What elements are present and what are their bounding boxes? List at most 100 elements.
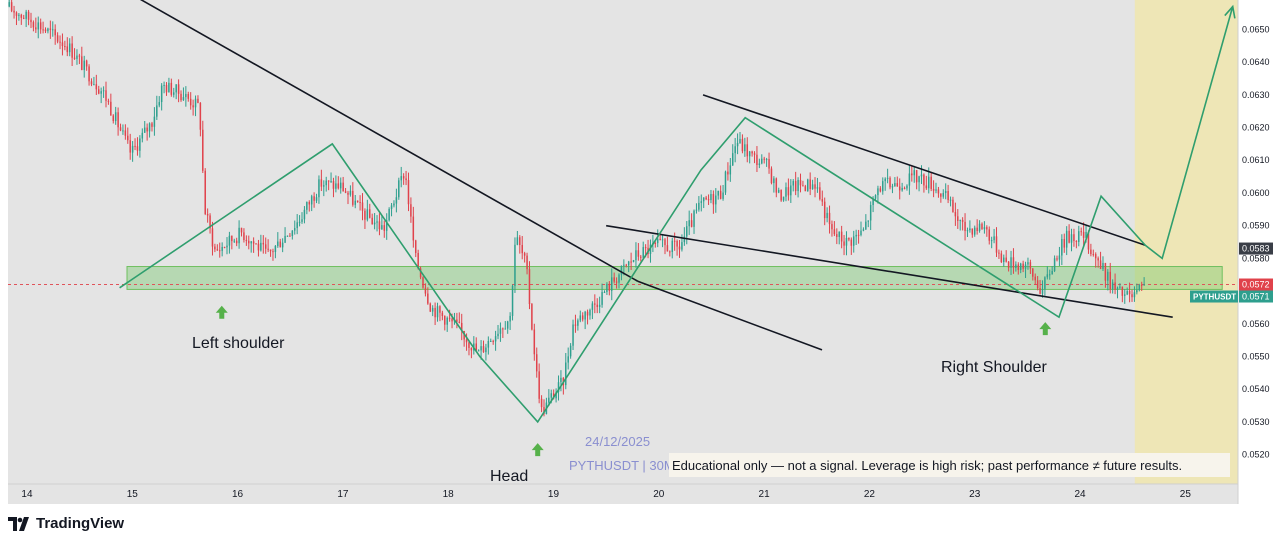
x-tick-label: 20 <box>653 489 665 500</box>
candle <box>66 37 69 57</box>
candle <box>388 207 390 222</box>
candle <box>635 242 637 268</box>
candle-body <box>543 407 545 414</box>
candle-body <box>506 321 509 329</box>
candle <box>49 20 52 39</box>
candle <box>373 212 376 230</box>
candle-body <box>531 304 533 330</box>
symbol-price-badge <box>1239 290 1273 303</box>
candle-body <box>354 200 356 205</box>
candle-body <box>1104 262 1107 281</box>
candle-body <box>693 210 695 227</box>
candle-body <box>1119 286 1121 288</box>
candle <box>124 124 127 140</box>
candle <box>683 227 686 246</box>
candle-body <box>843 241 845 246</box>
candle <box>342 176 344 192</box>
candle-body <box>635 250 637 261</box>
candle <box>642 241 644 259</box>
candle-body <box>828 212 831 225</box>
candle-body <box>855 234 857 237</box>
candle <box>301 212 303 224</box>
candle <box>915 169 918 190</box>
candle-body <box>971 228 974 235</box>
candle <box>565 352 567 390</box>
candle-body <box>49 28 52 30</box>
candle <box>383 220 386 238</box>
candle-body <box>821 199 824 202</box>
candle-body <box>255 243 257 245</box>
left-shoulder-label: Left shoulder <box>192 335 285 352</box>
candle <box>869 201 872 231</box>
candle-body <box>1099 260 1102 270</box>
candle <box>202 120 204 173</box>
candle <box>698 196 700 212</box>
candle <box>59 35 61 50</box>
candle-body <box>327 180 330 182</box>
candle <box>199 102 202 137</box>
candle <box>502 327 504 338</box>
candle-body <box>623 264 625 266</box>
candle <box>879 186 882 193</box>
candle <box>903 186 906 190</box>
price-axis-background <box>1238 0 1280 484</box>
candle-body <box>465 339 468 343</box>
plot-background <box>8 0 1238 484</box>
head-label: Head <box>490 468 528 485</box>
candle <box>816 177 819 193</box>
watermark-symbol: PYTHUSDT | 30M <box>569 458 675 473</box>
candle <box>194 95 197 117</box>
candle-body <box>269 249 272 252</box>
candle <box>811 179 814 190</box>
candle-body <box>325 180 327 186</box>
candle <box>139 135 141 158</box>
candle-body <box>799 179 802 186</box>
candle <box>1119 283 1121 290</box>
candle-body <box>240 227 243 233</box>
candle <box>780 189 782 202</box>
candle-body <box>683 236 686 243</box>
candle-body <box>78 55 81 57</box>
candle-body <box>845 237 848 246</box>
candle <box>441 310 444 321</box>
candle-body <box>630 261 632 263</box>
candle <box>966 227 969 237</box>
candle-body <box>765 159 768 161</box>
candle <box>323 180 325 197</box>
candle-body <box>565 362 567 386</box>
candle-body <box>959 219 961 221</box>
candle-body <box>400 176 402 181</box>
candle <box>608 281 611 296</box>
candle-body <box>516 237 519 245</box>
candle-body <box>787 187 790 196</box>
candle <box>519 235 521 254</box>
candle <box>1007 261 1010 272</box>
candle <box>526 252 528 275</box>
candle-body <box>533 329 536 355</box>
candle-body <box>1107 271 1109 281</box>
candle <box>506 320 509 334</box>
candle-body <box>1092 254 1095 256</box>
candle-body <box>940 193 942 197</box>
candle-body <box>73 57 76 59</box>
candle <box>419 266 422 280</box>
candle-body <box>521 244 523 254</box>
candle <box>819 182 821 201</box>
candle-body <box>422 277 424 288</box>
candle-body <box>93 84 95 86</box>
candle-body <box>318 179 320 198</box>
tradingview-brand[interactable]: TradingView <box>8 515 124 532</box>
candle <box>930 172 932 192</box>
candle <box>952 196 954 213</box>
candle <box>398 177 400 200</box>
candle-body <box>603 292 606 294</box>
candle <box>678 239 681 258</box>
candle <box>168 77 170 93</box>
candle <box>487 336 490 355</box>
candle <box>204 168 206 216</box>
candle <box>492 339 494 345</box>
candle <box>446 316 448 332</box>
candle-body <box>874 195 877 199</box>
candle <box>424 283 427 297</box>
